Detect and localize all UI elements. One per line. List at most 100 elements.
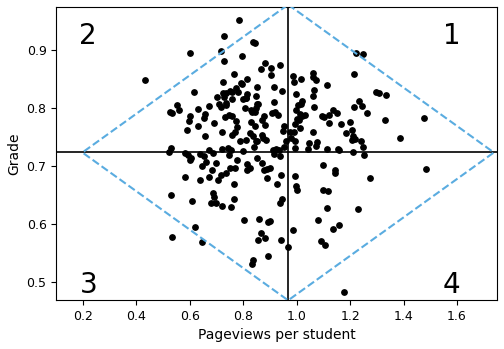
Point — [220, 33, 228, 38]
Point — [222, 91, 230, 96]
Point — [246, 120, 255, 125]
Point — [293, 187, 301, 193]
Point — [362, 110, 370, 116]
Point — [292, 183, 300, 188]
Point — [220, 59, 228, 64]
Point — [290, 129, 298, 134]
Point — [287, 135, 295, 141]
Point — [217, 172, 225, 178]
Point — [349, 133, 357, 139]
Point — [333, 110, 341, 116]
Point — [196, 151, 204, 157]
Point — [279, 128, 287, 134]
Point — [319, 113, 327, 119]
Point — [305, 140, 313, 146]
Point — [331, 168, 339, 173]
Point — [291, 121, 299, 126]
Point — [314, 217, 322, 223]
Point — [200, 154, 208, 159]
Point — [301, 112, 309, 118]
Point — [372, 90, 380, 95]
Point — [141, 77, 149, 83]
Text: 2: 2 — [80, 22, 97, 50]
Point — [296, 112, 304, 117]
Point — [246, 165, 254, 171]
Point — [233, 157, 241, 162]
Point — [220, 94, 228, 100]
Point — [381, 117, 389, 122]
Point — [280, 124, 288, 129]
X-axis label: Pageviews per student: Pageviews per student — [198, 328, 355, 342]
Point — [278, 88, 286, 94]
Point — [225, 112, 233, 118]
Point — [227, 205, 235, 210]
Point — [242, 95, 250, 101]
Point — [195, 107, 203, 112]
Point — [366, 175, 374, 180]
Point — [282, 138, 290, 144]
Point — [325, 120, 333, 125]
Point — [261, 236, 269, 241]
Point — [183, 127, 192, 133]
Point — [292, 91, 300, 97]
Point — [213, 95, 221, 100]
Point — [238, 54, 246, 59]
Point — [309, 93, 318, 98]
Point — [227, 148, 235, 153]
Point — [298, 113, 306, 119]
Point — [251, 106, 260, 111]
Point — [319, 162, 327, 168]
Point — [239, 149, 247, 154]
Point — [212, 161, 220, 166]
Point — [304, 146, 312, 151]
Point — [175, 107, 183, 113]
Point — [241, 105, 249, 110]
Point — [184, 118, 193, 124]
Point — [266, 165, 274, 170]
Point — [167, 145, 175, 150]
Point — [249, 39, 257, 45]
Point — [230, 181, 238, 186]
Point — [272, 147, 280, 152]
Point — [191, 224, 199, 230]
Point — [200, 115, 208, 121]
Point — [294, 117, 302, 122]
Point — [222, 170, 230, 176]
Point — [212, 200, 220, 206]
Point — [323, 206, 331, 211]
Point — [323, 82, 331, 88]
Point — [201, 111, 209, 117]
Point — [355, 98, 363, 104]
Point — [358, 144, 366, 150]
Point — [205, 147, 213, 153]
Point — [290, 79, 298, 85]
Point — [232, 86, 240, 91]
Point — [242, 96, 250, 101]
Point — [214, 177, 222, 183]
Point — [296, 125, 304, 131]
Point — [289, 73, 297, 79]
Point — [240, 217, 248, 223]
Point — [196, 177, 204, 183]
Point — [250, 40, 259, 46]
Point — [348, 127, 356, 133]
Point — [297, 76, 305, 82]
Point — [259, 135, 267, 141]
Point — [186, 113, 195, 119]
Point — [349, 149, 357, 154]
Point — [335, 222, 343, 227]
Point — [263, 175, 271, 181]
Point — [291, 174, 299, 179]
Point — [297, 101, 305, 106]
Point — [274, 181, 282, 186]
Point — [218, 203, 226, 209]
Point — [260, 167, 268, 172]
Point — [293, 116, 301, 121]
Point — [257, 230, 265, 236]
Point — [218, 146, 226, 151]
Point — [312, 143, 320, 149]
Point — [352, 50, 360, 56]
Point — [228, 113, 236, 119]
Point — [270, 99, 278, 105]
Point — [194, 123, 202, 129]
